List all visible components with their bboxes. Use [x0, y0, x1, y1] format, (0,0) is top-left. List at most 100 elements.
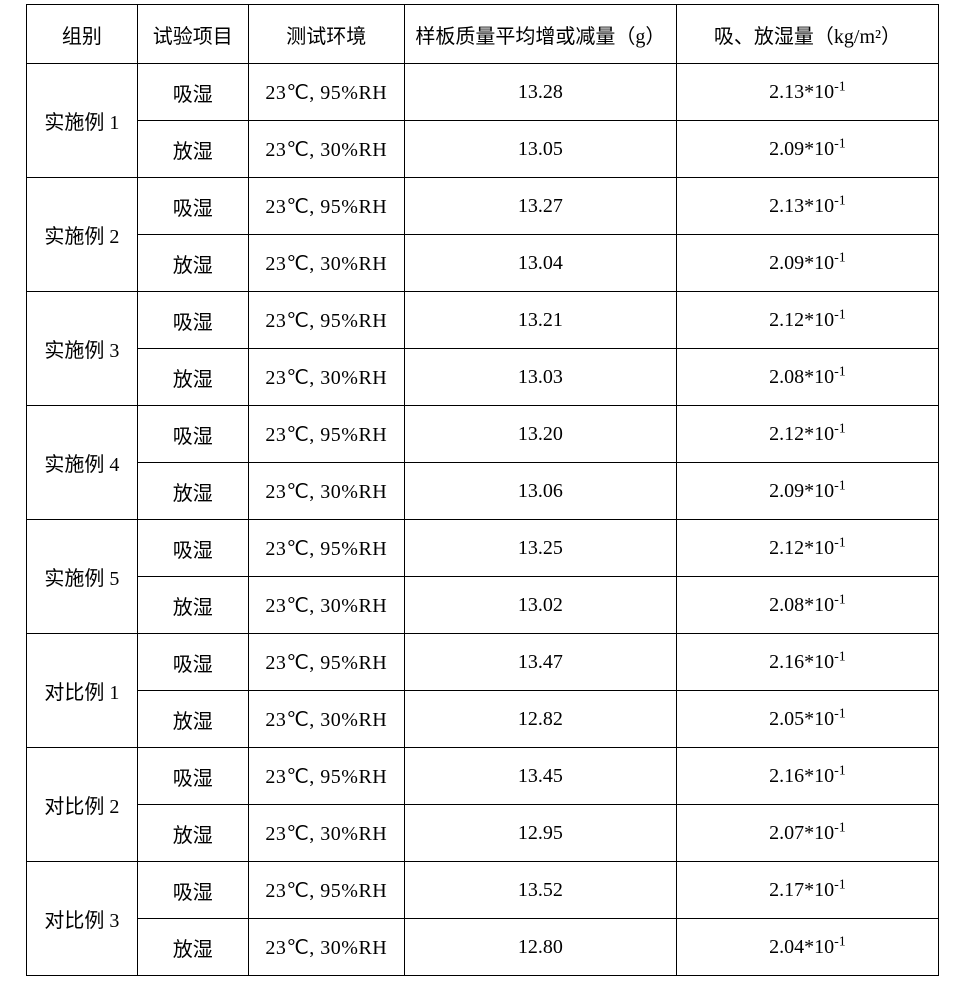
test-env-cell: 23℃, 30%RH	[248, 235, 404, 292]
rate-exponent: -1	[834, 421, 846, 436]
humidity-rate-cell: 2.17*10-1	[676, 862, 938, 919]
mass-change-cell: 13.52	[404, 862, 676, 919]
rate-coefficient: 2.13	[769, 195, 804, 217]
mass-change-cell: 13.03	[404, 349, 676, 406]
rate-coefficient: 2.12	[769, 423, 804, 445]
rate-coefficient: 2.09	[769, 138, 804, 160]
rate-coefficient: 2.05	[769, 708, 804, 730]
table-row: 放湿23℃, 30%RH12.822.05*10-1	[27, 691, 939, 748]
rate-coefficient: 2.16	[769, 765, 804, 787]
rate-coefficient: 2.17	[769, 879, 804, 901]
rate-coefficient: 2.08	[769, 366, 804, 388]
test-env-cell: 23℃, 95%RH	[248, 634, 404, 691]
humidity-rate-cell: 2.09*10-1	[676, 463, 938, 520]
table-row: 放湿23℃, 30%RH13.032.08*10-1	[27, 349, 939, 406]
rate-exponent: -1	[834, 307, 846, 322]
rate-coefficient: 2.12	[769, 309, 804, 331]
test-item-cell: 吸湿	[137, 406, 248, 463]
humidity-rate-cell: 2.09*10-1	[676, 235, 938, 292]
test-env-cell: 23℃, 30%RH	[248, 919, 404, 976]
test-item-cell: 吸湿	[137, 64, 248, 121]
table-row: 对比例 1吸湿23℃, 95%RH13.472.16*10-1	[27, 634, 939, 691]
test-env-cell: 23℃, 30%RH	[248, 463, 404, 520]
rate-exponent: -1	[834, 820, 846, 835]
rate-coefficient: 2.16	[769, 651, 804, 673]
test-env-cell: 23℃, 95%RH	[248, 520, 404, 577]
test-item-cell: 吸湿	[137, 520, 248, 577]
test-item-cell: 放湿	[137, 919, 248, 976]
test-item-cell: 吸湿	[137, 862, 248, 919]
rate-exponent: -1	[834, 592, 846, 607]
test-item-cell: 放湿	[137, 691, 248, 748]
humidity-rate-cell: 2.09*10-1	[676, 121, 938, 178]
test-env-cell: 23℃, 30%RH	[248, 805, 404, 862]
humidity-rate-cell: 2.13*10-1	[676, 64, 938, 121]
humidity-rate-cell: 2.16*10-1	[676, 748, 938, 805]
table-row: 放湿23℃, 30%RH13.062.09*10-1	[27, 463, 939, 520]
test-env-cell: 23℃, 95%RH	[248, 178, 404, 235]
mass-change-cell: 13.02	[404, 577, 676, 634]
humidity-rate-cell: 2.04*10-1	[676, 919, 938, 976]
test-env-cell: 23℃, 95%RH	[248, 292, 404, 349]
table-row: 对比例 2吸湿23℃, 95%RH13.452.16*10-1	[27, 748, 939, 805]
table-row: 实施例 5吸湿23℃, 95%RH13.252.12*10-1	[27, 520, 939, 577]
humidity-rate-cell: 2.08*10-1	[676, 577, 938, 634]
mass-change-cell: 12.80	[404, 919, 676, 976]
test-env-cell: 23℃, 30%RH	[248, 121, 404, 178]
mass-change-cell: 13.06	[404, 463, 676, 520]
mass-change-cell: 13.25	[404, 520, 676, 577]
humidity-rate-cell: 2.07*10-1	[676, 805, 938, 862]
mass-change-cell: 12.95	[404, 805, 676, 862]
rate-coefficient: 2.04	[769, 936, 804, 958]
mass-change-cell: 13.28	[404, 64, 676, 121]
test-env-cell: 23℃, 95%RH	[248, 64, 404, 121]
rate-exponent: -1	[834, 136, 846, 151]
col-header-env: 测试环境	[248, 5, 404, 64]
table-header-row: 组别 试验项目 测试环境 样板质量平均增或减量（g） 吸、放湿量（kg/m²）	[27, 5, 939, 64]
rate-coefficient: 2.07	[769, 822, 804, 844]
rate-exponent: -1	[834, 193, 846, 208]
mass-change-cell: 13.05	[404, 121, 676, 178]
table-row: 放湿23℃, 30%RH12.802.04*10-1	[27, 919, 939, 976]
test-item-cell: 放湿	[137, 805, 248, 862]
rate-coefficient: 2.09	[769, 252, 804, 274]
group-label-cell: 对比例 1	[27, 634, 138, 748]
col-header-rate: 吸、放湿量（kg/m²）	[676, 5, 938, 64]
test-item-cell: 放湿	[137, 349, 248, 406]
table-row: 实施例 2吸湿23℃, 95%RH13.272.13*10-1	[27, 178, 939, 235]
group-label-cell: 实施例 5	[27, 520, 138, 634]
test-env-cell: 23℃, 95%RH	[248, 862, 404, 919]
test-item-cell: 放湿	[137, 121, 248, 178]
humidity-test-table: 组别 试验项目 测试环境 样板质量平均增或减量（g） 吸、放湿量（kg/m²） …	[26, 4, 939, 976]
group-label-cell: 对比例 3	[27, 862, 138, 976]
test-env-cell: 23℃, 30%RH	[248, 691, 404, 748]
rate-exponent: -1	[834, 535, 846, 550]
group-label-cell: 实施例 3	[27, 292, 138, 406]
table-row: 放湿23℃, 30%RH13.042.09*10-1	[27, 235, 939, 292]
test-item-cell: 放湿	[137, 463, 248, 520]
mass-change-cell: 13.47	[404, 634, 676, 691]
table-row: 放湿23℃, 30%RH12.952.07*10-1	[27, 805, 939, 862]
group-label-cell: 实施例 4	[27, 406, 138, 520]
humidity-rate-cell: 2.12*10-1	[676, 292, 938, 349]
mass-change-cell: 13.20	[404, 406, 676, 463]
mass-change-cell: 13.27	[404, 178, 676, 235]
humidity-rate-cell: 2.05*10-1	[676, 691, 938, 748]
table-row: 实施例 1吸湿23℃, 95%RH13.282.13*10-1	[27, 64, 939, 121]
rate-exponent: -1	[834, 934, 846, 949]
table-row: 放湿23℃, 30%RH13.052.09*10-1	[27, 121, 939, 178]
table-row: 实施例 4吸湿23℃, 95%RH13.202.12*10-1	[27, 406, 939, 463]
group-label-cell: 实施例 1	[27, 64, 138, 178]
test-env-cell: 23℃, 30%RH	[248, 349, 404, 406]
humidity-rate-cell: 2.12*10-1	[676, 520, 938, 577]
rate-coefficient: 2.08	[769, 594, 804, 616]
group-label-cell: 对比例 2	[27, 748, 138, 862]
rate-coefficient: 2.09	[769, 480, 804, 502]
rate-exponent: -1	[834, 79, 846, 94]
mass-change-cell: 13.04	[404, 235, 676, 292]
test-env-cell: 23℃, 95%RH	[248, 748, 404, 805]
humidity-rate-cell: 2.13*10-1	[676, 178, 938, 235]
group-label-cell: 实施例 2	[27, 178, 138, 292]
humidity-rate-cell: 2.12*10-1	[676, 406, 938, 463]
rate-exponent: -1	[834, 877, 846, 892]
